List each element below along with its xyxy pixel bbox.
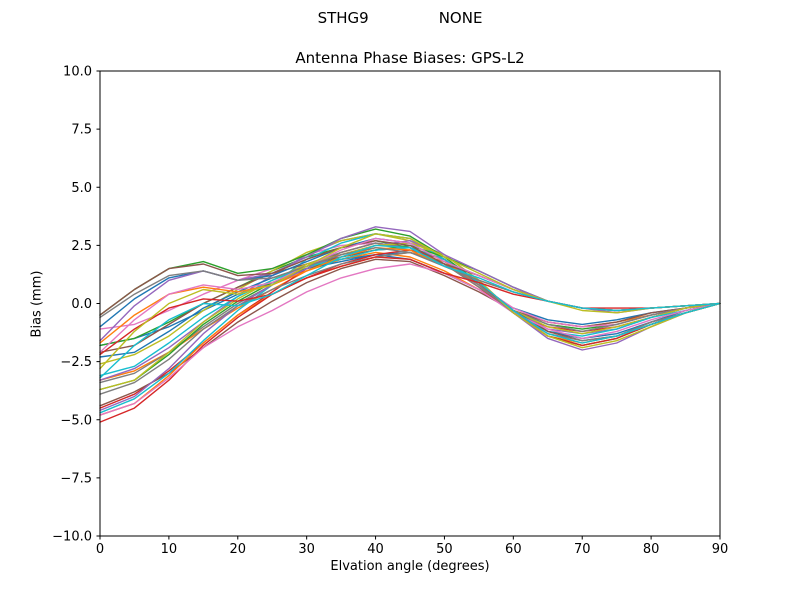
series-line: [99, 237, 721, 328]
y-tick-label: −10.0: [52, 530, 92, 545]
series-line: [99, 233, 721, 381]
x-tick-label: 20: [230, 542, 247, 557]
series-line: [99, 251, 721, 381]
y-tick-label: 7.5: [71, 123, 92, 138]
x-tick-label: 0: [96, 542, 104, 557]
y-tick-label: −5.0: [60, 413, 92, 428]
series-line: [99, 233, 721, 370]
x-tick-label: 30: [298, 542, 315, 557]
x-tick-label: 10: [161, 542, 178, 557]
y-tick-label: 10.0: [63, 65, 92, 80]
x-tick-label: 90: [712, 542, 729, 557]
suptitle-station-code: STHG9: [317, 9, 369, 27]
plot-area-border: [99, 70, 721, 537]
y-tick-label: 2.5: [71, 239, 92, 254]
series-line: [99, 251, 721, 358]
axes-title: Antenna Phase Biases: GPS-L2: [295, 49, 525, 67]
series-line: [99, 246, 721, 319]
x-tick-label: 60: [505, 542, 522, 557]
series-line: [99, 244, 721, 379]
figure-suptitle: STHG9 NONE: [0, 9, 800, 27]
x-tick-label: 40: [367, 542, 384, 557]
suptitle-secondary-label: NONE: [438, 9, 483, 27]
y-tick-label: 5.0: [71, 181, 92, 196]
x-axis-label: Elvation angle (degrees): [330, 559, 490, 574]
x-tick-label: 80: [643, 542, 660, 557]
series-line: [99, 242, 721, 330]
x-tick-label: 50: [436, 542, 453, 557]
y-tick-label: −2.5: [60, 355, 92, 370]
series-line: [99, 263, 721, 416]
x-tick-label: 70: [574, 542, 591, 557]
series-line: [99, 239, 721, 412]
y-tick-label: −7.5: [60, 471, 92, 486]
series-line: [99, 256, 721, 356]
y-tick-label: 0.0: [71, 297, 92, 312]
